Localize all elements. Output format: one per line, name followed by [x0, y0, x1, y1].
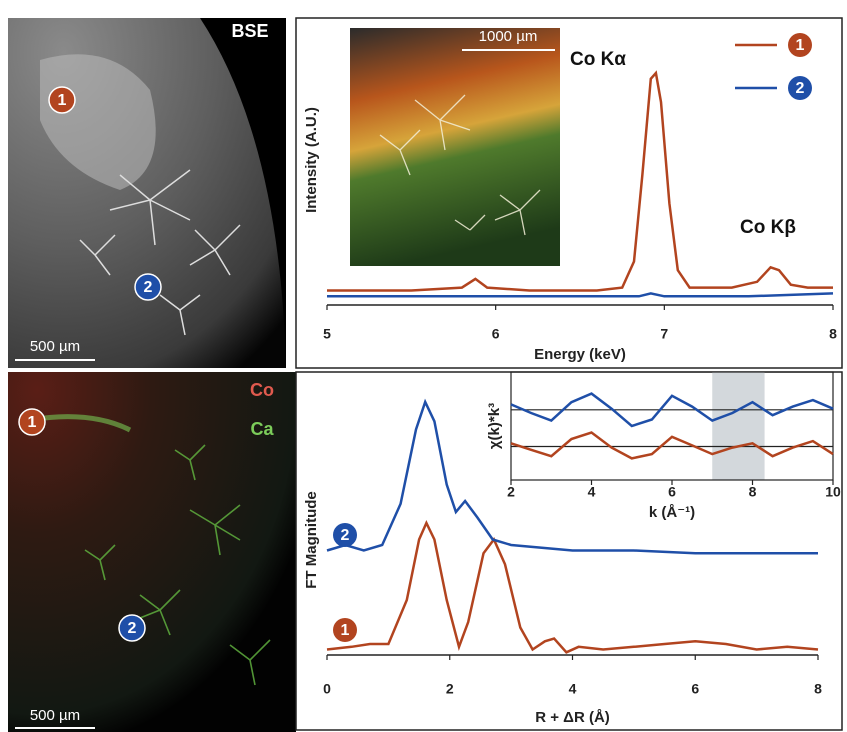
- legend-label: 2: [341, 527, 350, 544]
- x-tick-label: 2: [507, 484, 515, 500]
- scale-label: 500 µm: [30, 707, 80, 724]
- x-axis-label: k (Å⁻¹): [649, 504, 695, 521]
- x-axis-label: R + ΔR (Å): [535, 709, 610, 726]
- series-line: [327, 293, 833, 296]
- x-tick-label: 8: [749, 484, 757, 500]
- y-axis-label: FT Magnitude: [303, 491, 320, 589]
- legend-label: 1: [796, 37, 805, 54]
- x-tick-label: 10: [825, 484, 841, 500]
- y-axis-label: Intensity (A.U.): [303, 107, 320, 213]
- legend-label: Ca: [250, 419, 274, 439]
- marker-label: 1: [58, 92, 67, 109]
- x-tick-label: 8: [829, 326, 837, 342]
- legend-label: 2: [796, 80, 805, 97]
- marker-label: 2: [144, 279, 153, 296]
- x-tick-label: 4: [569, 681, 577, 697]
- annotation: Co Kα: [570, 49, 626, 70]
- x-tick-label: 6: [492, 326, 500, 342]
- legend-label: Co: [250, 380, 274, 400]
- y-axis-label: χ(k)*k³: [486, 403, 503, 449]
- x-tick-label: 0: [323, 681, 331, 697]
- legend-label: 1: [341, 622, 350, 639]
- x-tick-label: 6: [691, 681, 699, 697]
- series-line: [327, 523, 818, 652]
- x-tick-label: 7: [660, 326, 668, 342]
- marker-label: 2: [128, 620, 137, 637]
- series-line: [511, 433, 833, 459]
- shaded-region: [712, 372, 764, 480]
- annotation: Co Kβ: [740, 217, 796, 238]
- x-axis-label: Energy (keV): [534, 346, 626, 363]
- x-tick-label: 5: [323, 326, 331, 342]
- x-tick-label: 2: [446, 681, 454, 697]
- marker-label: 1: [28, 414, 37, 431]
- inset-photo: [350, 28, 560, 266]
- scale-label: 500 µm: [30, 338, 80, 355]
- x-tick-label: 4: [588, 484, 596, 500]
- inset-frame: [511, 372, 833, 480]
- x-tick-label: 8: [814, 681, 822, 697]
- scale-label: 1000 µm: [479, 28, 538, 45]
- x-tick-label: 6: [668, 484, 676, 500]
- image-label: BSE: [231, 21, 268, 41]
- figure: BSE 1 2 500 µm Co Ca 1 2 500 µm 1000 µm …: [0, 0, 847, 732]
